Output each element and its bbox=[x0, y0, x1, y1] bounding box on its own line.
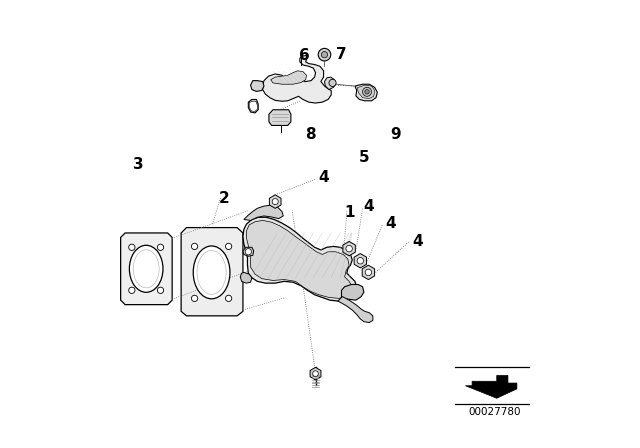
Text: 6: 6 bbox=[299, 48, 310, 64]
Text: 5: 5 bbox=[358, 150, 369, 165]
Circle shape bbox=[346, 246, 353, 252]
Polygon shape bbox=[248, 99, 258, 113]
Text: 00027780: 00027780 bbox=[468, 407, 521, 417]
Polygon shape bbox=[269, 195, 281, 208]
Text: 4: 4 bbox=[412, 233, 423, 249]
Circle shape bbox=[129, 244, 135, 250]
Circle shape bbox=[191, 295, 198, 302]
Circle shape bbox=[357, 258, 364, 264]
Polygon shape bbox=[310, 367, 321, 380]
Polygon shape bbox=[342, 284, 364, 300]
Polygon shape bbox=[244, 205, 284, 220]
Polygon shape bbox=[249, 101, 257, 112]
Circle shape bbox=[318, 48, 331, 61]
Polygon shape bbox=[354, 254, 367, 268]
Circle shape bbox=[225, 295, 232, 302]
Circle shape bbox=[157, 287, 164, 293]
Text: 1: 1 bbox=[344, 205, 355, 220]
Text: 2: 2 bbox=[218, 190, 229, 206]
Text: 8: 8 bbox=[305, 127, 316, 142]
Circle shape bbox=[329, 79, 336, 86]
Circle shape bbox=[365, 269, 372, 276]
Text: 4: 4 bbox=[363, 199, 374, 215]
Polygon shape bbox=[181, 228, 243, 316]
Polygon shape bbox=[324, 77, 335, 90]
Polygon shape bbox=[243, 217, 356, 301]
Polygon shape bbox=[362, 265, 374, 280]
Ellipse shape bbox=[133, 250, 159, 288]
Circle shape bbox=[362, 87, 371, 96]
Polygon shape bbox=[240, 272, 252, 283]
Polygon shape bbox=[465, 375, 517, 398]
Polygon shape bbox=[338, 297, 373, 323]
Circle shape bbox=[245, 249, 252, 255]
Circle shape bbox=[129, 287, 135, 293]
Polygon shape bbox=[271, 71, 307, 84]
Circle shape bbox=[225, 243, 232, 250]
Polygon shape bbox=[355, 84, 378, 101]
Polygon shape bbox=[246, 220, 352, 298]
Text: 7: 7 bbox=[336, 47, 347, 62]
Ellipse shape bbox=[193, 246, 230, 299]
Text: 9: 9 bbox=[390, 127, 401, 142]
Polygon shape bbox=[343, 241, 355, 256]
Text: 4: 4 bbox=[318, 170, 329, 185]
Polygon shape bbox=[269, 110, 291, 125]
Ellipse shape bbox=[197, 250, 226, 294]
Polygon shape bbox=[357, 85, 374, 99]
Polygon shape bbox=[120, 233, 172, 305]
Circle shape bbox=[157, 244, 164, 250]
Polygon shape bbox=[250, 81, 264, 91]
Text: 4: 4 bbox=[385, 215, 396, 231]
Circle shape bbox=[191, 243, 198, 250]
Text: 3: 3 bbox=[133, 157, 144, 172]
Circle shape bbox=[313, 371, 318, 376]
Circle shape bbox=[365, 90, 369, 94]
Circle shape bbox=[272, 198, 278, 205]
Polygon shape bbox=[243, 247, 253, 256]
Circle shape bbox=[321, 52, 328, 58]
Polygon shape bbox=[262, 56, 332, 103]
Ellipse shape bbox=[129, 245, 163, 292]
